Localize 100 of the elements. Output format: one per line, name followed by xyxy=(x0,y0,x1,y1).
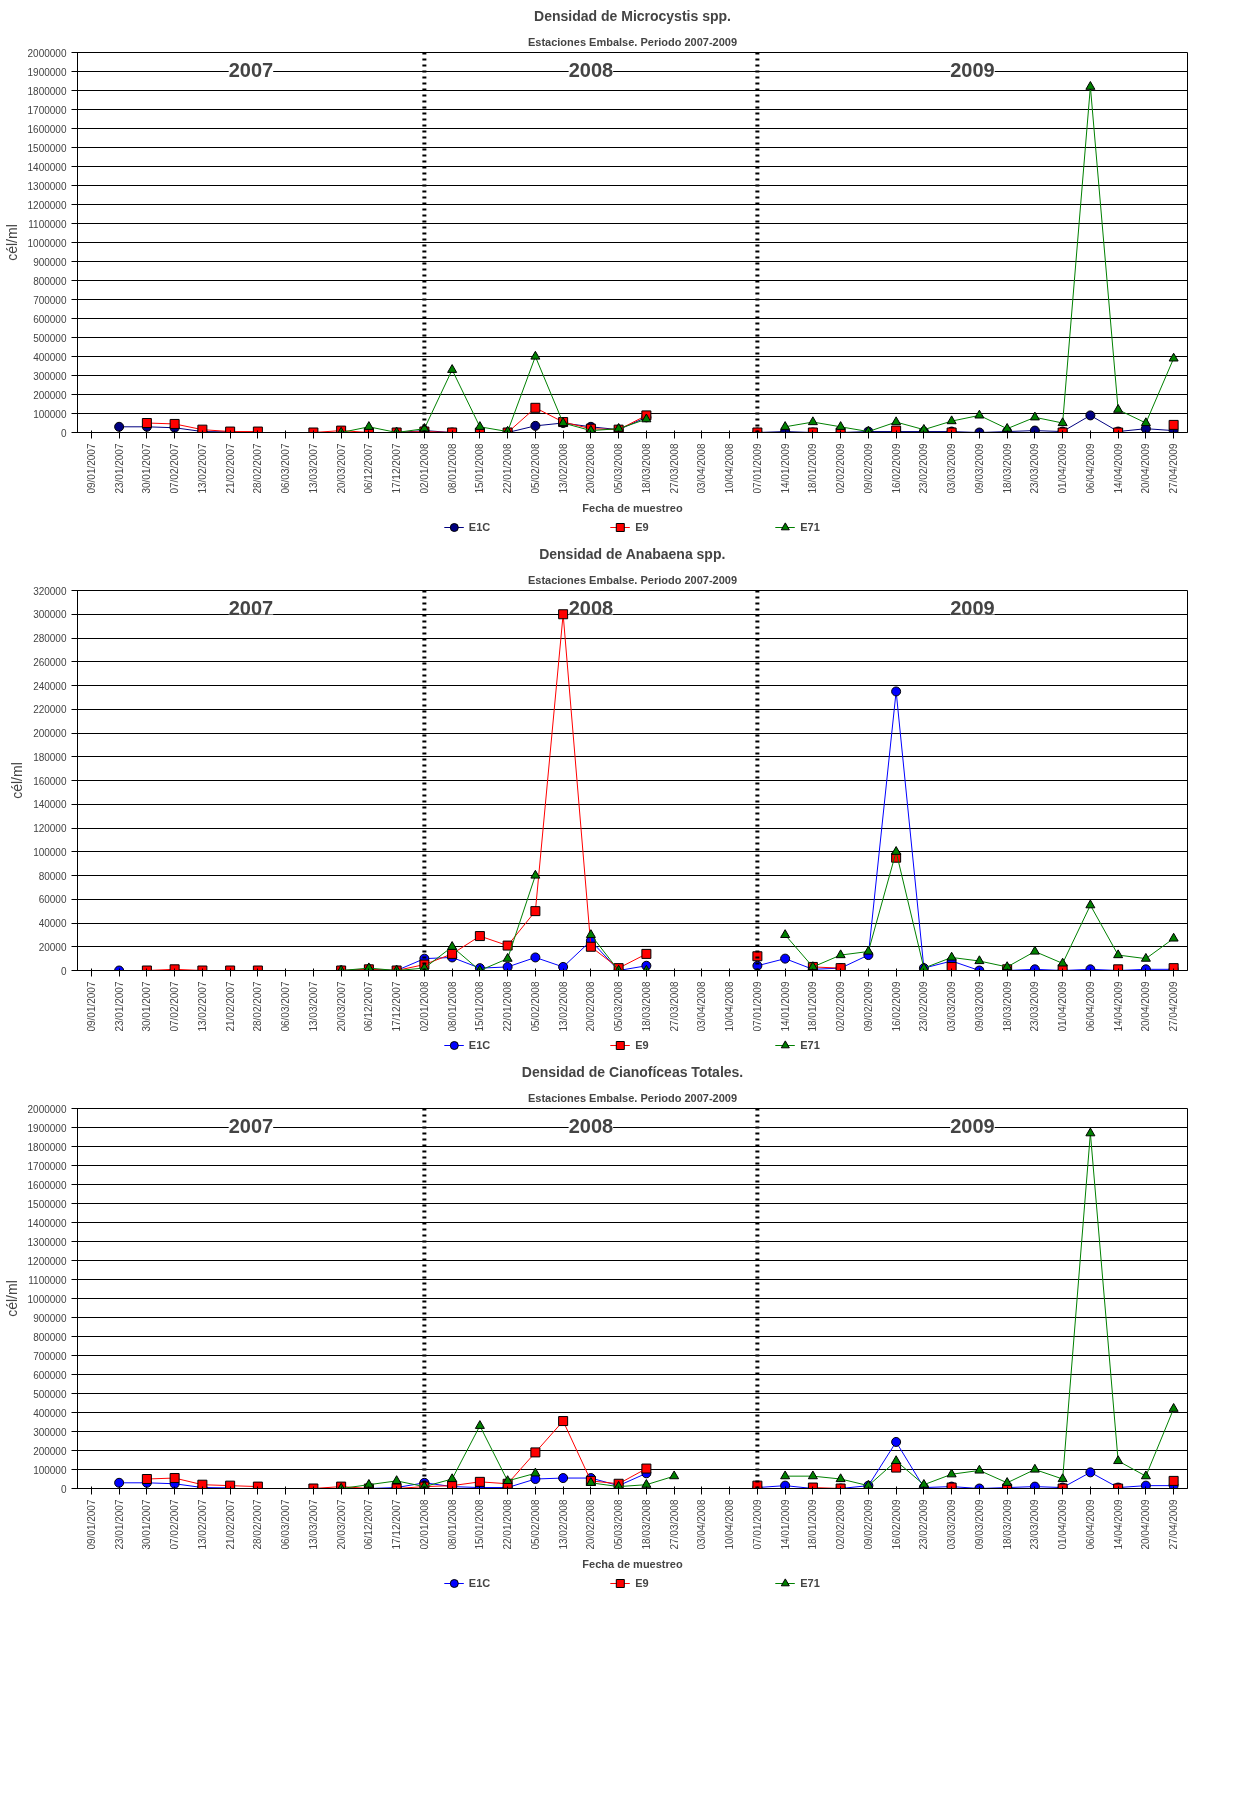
legend-label: E1C xyxy=(468,1577,491,1589)
y-tick-label: 400000 xyxy=(33,1407,67,1419)
x-tick-label: 30/01/2007 xyxy=(141,443,153,494)
x-tick-label: 07/02/2007 xyxy=(169,1499,181,1550)
x-tick-label: 14/04/2009 xyxy=(1112,981,1124,1032)
y-tick-label: 800000 xyxy=(33,275,67,287)
x-tick-label: 27/04/2009 xyxy=(1168,443,1180,494)
x-tick-label: 14/04/2009 xyxy=(1112,443,1124,494)
x-tick-label: 05/02/2008 xyxy=(529,443,541,494)
x-tick-label: 05/02/2008 xyxy=(529,981,541,1032)
x-tick-label: 06/04/2009 xyxy=(1084,1499,1096,1550)
y-tick-label: 100000 xyxy=(33,408,67,420)
y-tick-label: 500000 xyxy=(33,332,67,344)
x-tick-label: 10/04/2008 xyxy=(724,1499,736,1550)
x-tick-label: 18/03/2009 xyxy=(1001,443,1013,494)
x-tick-label: 16/02/2009 xyxy=(890,443,902,494)
x-tick-label: 02/02/2009 xyxy=(835,1499,847,1550)
x-tick-label: 09/02/2009 xyxy=(862,1499,874,1550)
y-tick-label: 400000 xyxy=(33,351,67,363)
x-tick-label: 02/01/2008 xyxy=(418,1499,430,1550)
y-tick-label: 1300000 xyxy=(27,180,67,192)
y-tick-label: 800000 xyxy=(33,1331,67,1343)
chart-subtitle: Estaciones Embalse. Periodo 2007-2009 xyxy=(527,1091,738,1104)
y-tick-label: 1000000 xyxy=(27,237,67,249)
y-tick-label: 120000 xyxy=(33,823,67,834)
x-tick-label: 06/04/2009 xyxy=(1084,443,1096,494)
x-tick-label: 07/02/2007 xyxy=(169,981,181,1032)
x-tick-label: 13/02/2008 xyxy=(557,1499,569,1550)
x-tick-label: 02/02/2009 xyxy=(835,981,847,1032)
y-tick-label: 1100000 xyxy=(28,1274,67,1286)
x-tick-label: 05/02/2008 xyxy=(529,1499,541,1550)
legend-label: E9 xyxy=(635,1577,650,1589)
chart-subtitle: Estaciones Embalse. Periodo 2007-2009 xyxy=(527,35,738,48)
annotation: 2007 xyxy=(228,1114,274,1137)
x-tick-label: 22/01/2008 xyxy=(502,443,514,494)
y-tick-label: 0 xyxy=(60,427,67,439)
legend-label: E71 xyxy=(800,1577,821,1589)
y-tick-label: 1900000 xyxy=(27,66,67,78)
x-tick-label: 27/03/2008 xyxy=(668,1499,680,1550)
y-tick-label: 500000 xyxy=(33,1388,67,1400)
x-tick-label: 06/03/2007 xyxy=(280,981,292,1032)
y-tick-label: 1400000 xyxy=(27,161,67,173)
x-tick-label: 18/01/2009 xyxy=(807,1499,819,1550)
y-tick-label: 1000000 xyxy=(27,1293,67,1305)
x-tick-label: 27/04/2009 xyxy=(1168,981,1180,1032)
x-tick-label: 30/01/2007 xyxy=(141,1499,153,1550)
y-tick-label: 1600000 xyxy=(27,123,67,135)
x-tick-label: 20/02/2008 xyxy=(585,1499,597,1550)
x-tick-label: 09/03/2009 xyxy=(973,1499,985,1550)
x-tick-label: 03/03/2009 xyxy=(946,981,958,1032)
x-tick-label: 28/02/2007 xyxy=(252,443,264,494)
x-tick-label: 06/12/2007 xyxy=(363,443,375,494)
x-tick-label: 14/01/2009 xyxy=(779,981,791,1032)
x-tick-label: 15/01/2008 xyxy=(474,981,486,1032)
x-tick-label: 09/01/2007 xyxy=(85,443,97,494)
x-tick-label: 15/01/2008 xyxy=(474,1499,486,1550)
y-tick-label: 2000000 xyxy=(27,1103,67,1115)
y-tick-label: 900000 xyxy=(33,1312,67,1324)
x-tick-label: 05/03/2008 xyxy=(613,981,625,1032)
y-tick-label: 1100000 xyxy=(28,218,67,230)
x-tick-label: 01/04/2009 xyxy=(1057,443,1069,494)
x-tick-label: 13/02/2007 xyxy=(196,1499,208,1550)
x-tick-label: 27/03/2008 xyxy=(668,443,680,494)
x-tick-label: 20/03/2007 xyxy=(335,443,347,494)
y-tick-label: 1400000 xyxy=(27,1217,67,1229)
y-tick-label: 1200000 xyxy=(27,199,67,211)
y-tick-label: 1700000 xyxy=(27,1160,67,1172)
chart-title: Densidad de Cianofíceas Totales. xyxy=(521,1063,744,1080)
y-tick-label: 900000 xyxy=(33,256,67,268)
x-tick-label: 18/03/2008 xyxy=(640,981,652,1032)
annotation: 2009 xyxy=(950,58,995,81)
x-tick-label: 03/04/2008 xyxy=(696,1499,708,1550)
chart-subtitle: Estaciones Embalse. Periodo 2007-2009 xyxy=(527,573,738,586)
y-tick-label: 80000 xyxy=(38,870,67,882)
x-tick-label: 08/01/2008 xyxy=(446,1499,458,1550)
y-tick-label: 700000 xyxy=(33,1350,67,1362)
x-tick-label: 23/02/2009 xyxy=(918,1499,930,1550)
x-tick-label: 02/01/2008 xyxy=(418,443,430,494)
y-tick-label: 20000 xyxy=(38,941,67,953)
y-tick-label: 200000 xyxy=(33,389,67,401)
x-tick-label: 23/01/2007 xyxy=(113,981,125,1032)
x-tick-label: 23/01/2007 xyxy=(113,443,125,494)
x-tick-label: 21/02/2007 xyxy=(224,443,236,494)
x-tick-label: 17/12/2007 xyxy=(391,443,403,494)
x-tick-label: 21/02/2007 xyxy=(224,981,236,1032)
x-tick-label: 23/02/2009 xyxy=(918,443,930,494)
x-tick-label: 23/03/2009 xyxy=(1029,443,1041,494)
x-tick-label: 13/02/2007 xyxy=(196,443,208,494)
annotation: 2008 xyxy=(568,58,614,81)
x-tick-label: 09/01/2007 xyxy=(85,1499,97,1550)
x-tick-label: 22/01/2008 xyxy=(502,1499,514,1550)
x-tick-label: 09/01/2007 xyxy=(85,981,97,1032)
y-tick-label: 220000 xyxy=(33,704,67,716)
x-tick-label: 09/02/2009 xyxy=(862,443,874,494)
x-tick-label: 06/03/2007 xyxy=(280,1499,292,1550)
y-tick-label: 100000 xyxy=(33,846,67,858)
x-tick-label: 20/03/2007 xyxy=(335,1499,347,1550)
x-tick-label: 23/01/2007 xyxy=(113,1499,125,1550)
x-tick-label: 06/12/2007 xyxy=(363,1499,375,1550)
x-tick-label: 28/02/2007 xyxy=(252,1499,264,1550)
